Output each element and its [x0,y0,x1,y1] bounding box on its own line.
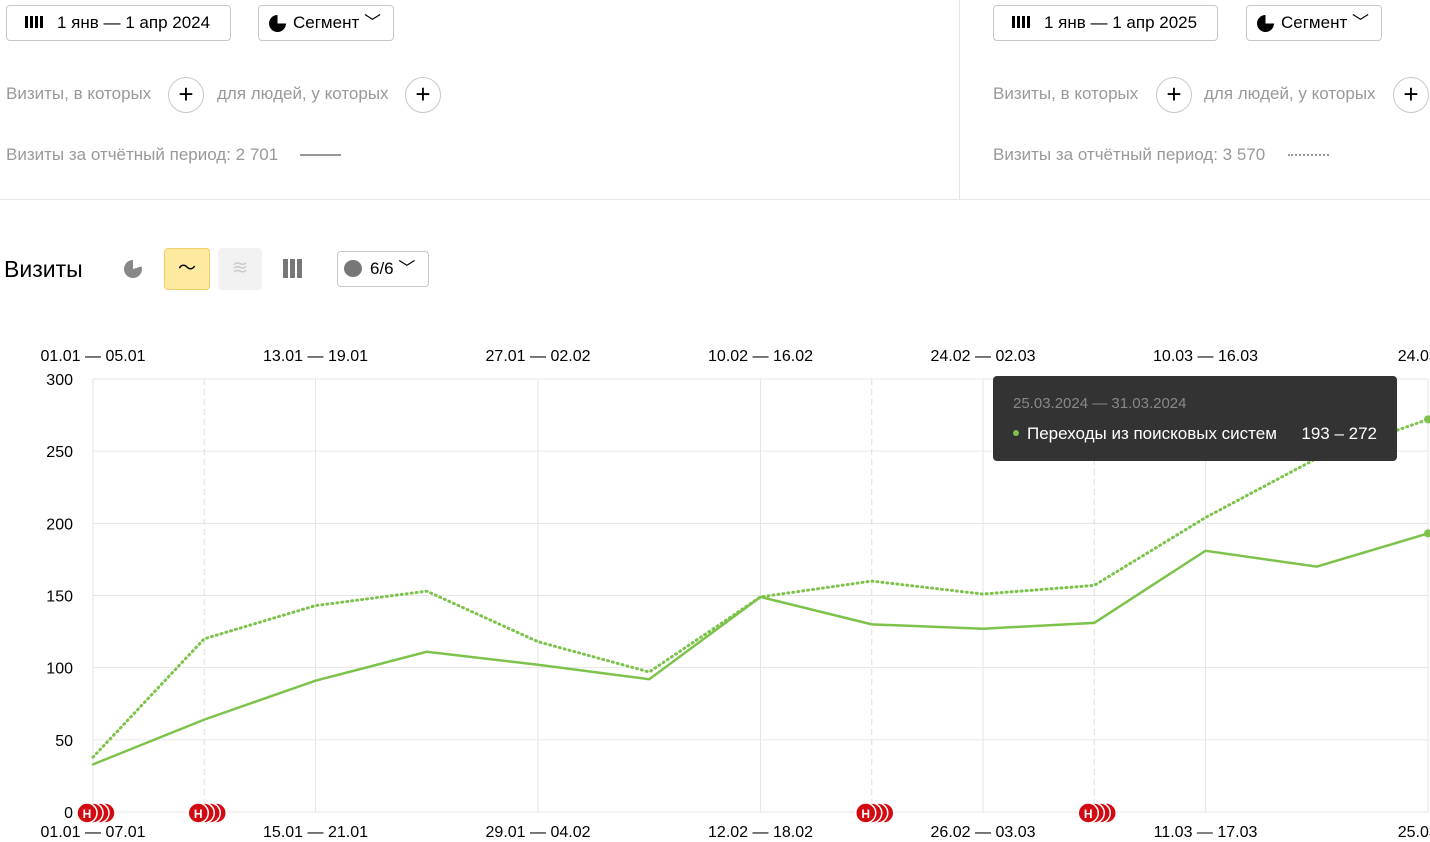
x-tick-label-top: 01.01 — 05.01 [41,348,146,365]
y-tick-label: 150 [46,589,73,606]
header-divider [0,199,1430,200]
x-tick-label: 26.02 — 03.03 [931,824,1036,841]
marker-label: Н [1084,807,1093,821]
marker [76,802,98,824]
date-button[interactable]: 1 янв — 1 апр 2024 [6,5,231,41]
marker [1077,802,1099,824]
segment-button[interactable]: Сегмент ﹀ [258,5,394,41]
filter-visits: Визиты, в которых [6,84,152,103]
marker-label: Н [83,807,92,821]
x-tick-label: 12.02 — 18.02 [708,824,813,841]
y-tick-label: 300 [46,372,73,389]
x-tick-label-top: 10.03 — 16.03 [1153,348,1258,365]
x-tick-label-top: 13.01 — 19.01 [263,348,368,365]
segment-text: Сегмент [293,13,360,32]
x-tick-label-top: 24.02 — 02.03 [931,348,1036,365]
x-tick-label: 11.03 — 17.03 [1154,824,1258,841]
add-filter[interactable]: + [1393,77,1429,113]
chart-type-pie[interactable] [124,260,142,278]
date-text: 1 янв — 1 апр 2025 [1044,13,1198,32]
x-tick-label: 15.01 — 21.01 [263,824,368,841]
y-tick-label: 200 [46,516,73,533]
chart: 0 50 100 150 200 250 300 01.01 — 07.01 01.01 — 0… [41,348,1430,841]
tooltip-value: 193 – 272 [1301,424,1377,443]
tooltip [993,376,1397,461]
y-tick-label: 100 [46,661,73,678]
legend-dotted [1288,154,1329,156]
y-tick-label: 250 [46,444,73,461]
filter-people: для людей, у которых [1204,84,1376,103]
x-tick-label-top: 27.01 — 02.02 [486,348,591,365]
pie-icon [1257,15,1274,32]
marker [187,802,209,824]
series-line [91,417,1430,759]
panel-divider [959,0,960,199]
marker [855,802,877,824]
notes-counter: 6/6 [370,259,394,278]
filter-people: для людей, у которых [217,84,389,103]
notes-button[interactable]: 6/6 ﹀ [337,251,429,287]
legend-solid [300,154,341,156]
tooltip-title: 25.03.2024 — 31.03.2024 [1013,395,1186,412]
series-point [1424,529,1430,538]
period-total: Визиты за отчётный период: 2 701 [6,145,279,164]
x-tick-label-top: 24.03 — [1398,348,1430,365]
add-filter[interactable]: + [168,77,204,113]
tooltip-label: Переходы из поисковых систем [1027,424,1277,443]
series-point [1424,415,1430,424]
add-filter[interactable]: + [1156,77,1192,113]
add-filter[interactable]: + [405,77,441,113]
x-tick-label: 29.01 — 04.02 [486,824,591,841]
pie-icon [269,15,286,32]
notes-icon [344,260,362,277]
y-tick-label: 50 [55,733,73,750]
x-tick-label: 01.01 — 07.01 [41,824,146,841]
calendar-icon [1012,16,1030,28]
x-tick-label: 25.03 — [1398,824,1430,841]
marker-label: Н [861,807,870,821]
filter-visits: Визиты, в которых [993,84,1139,103]
chart-type-line[interactable]: 〜 [164,248,210,290]
chart-type-bars[interactable] [283,259,304,278]
segment-button[interactable]: Сегмент ﹀ [1246,5,1382,41]
y-tick-label: 0 [64,805,73,822]
calendar-icon [25,16,43,28]
period-total: Визиты за отчётный период: 3 570 [993,145,1266,164]
date-button[interactable]: 1 янв — 1 апр 2025 [993,5,1218,41]
section-title: Визиты [4,256,83,282]
date-text: 1 янв — 1 апр 2024 [57,13,211,32]
tooltip-dot [1013,430,1019,436]
marker-label: Н [194,807,203,821]
x-tick-label-top: 10.02 — 16.02 [708,348,813,365]
chart-type-area[interactable]: ≋ [218,248,262,290]
segment-text: Сегмент [1281,13,1348,32]
